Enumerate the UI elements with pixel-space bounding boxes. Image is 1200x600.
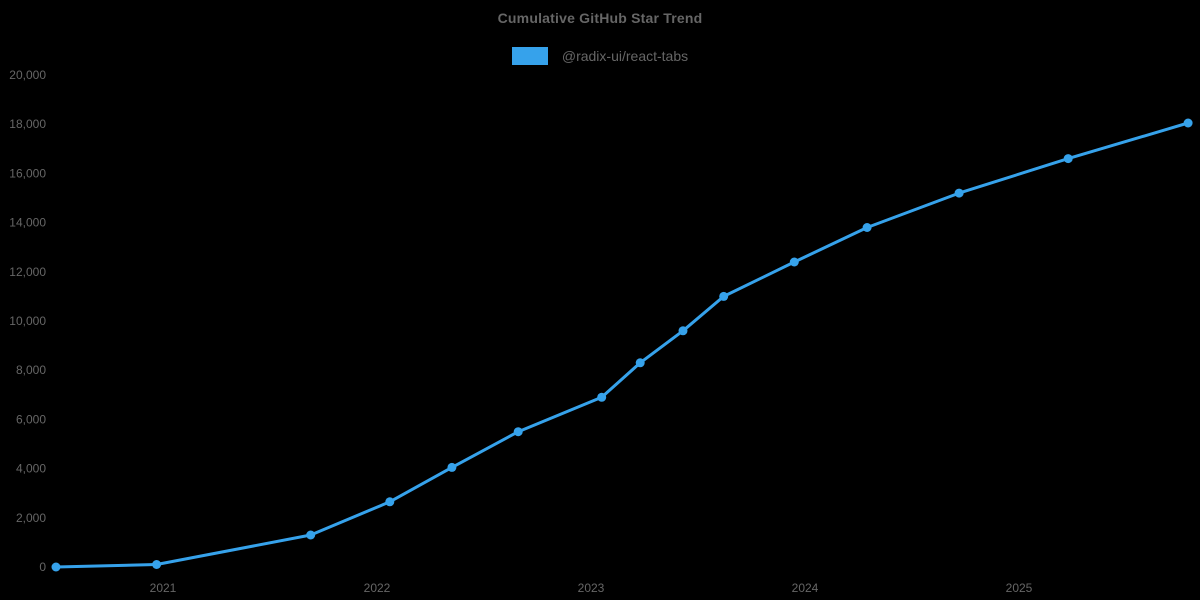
data-point[interactable]	[447, 462, 457, 472]
data-point[interactable]	[1183, 118, 1193, 128]
x-axis-tick-label: 2023	[578, 581, 605, 595]
legend-label: @radix-ui/react-tabs	[561, 48, 689, 64]
data-point[interactable]	[51, 562, 61, 572]
data-point[interactable]	[152, 560, 162, 569]
data-point[interactable]	[719, 291, 729, 301]
data-point[interactable]	[306, 530, 316, 540]
y-axis-tick-label: 18,000	[9, 117, 46, 131]
legend: @radix-ui/react-tabs	[0, 47, 1200, 65]
y-axis-tick-label: 6,000	[16, 412, 46, 426]
x-axis-tick-label: 2025	[1006, 581, 1033, 595]
x-axis-tick-label: 2022	[364, 581, 391, 595]
data-point[interactable]	[635, 358, 645, 368]
data-point[interactable]	[1063, 154, 1073, 164]
data-point[interactable]	[789, 257, 799, 267]
legend-swatch-icon	[511, 47, 548, 65]
line-series	[54, 121, 1190, 569]
y-axis-tick-label: 8,000	[16, 363, 46, 377]
data-point[interactable]	[597, 392, 607, 402]
y-axis-tick-label: 20,000	[9, 68, 46, 82]
chart-title: Cumulative GitHub Star Trend	[497, 10, 703, 26]
x-axis-tick-label: 2024	[792, 581, 819, 595]
legend-item[interactable]: @radix-ui/react-tabs	[511, 47, 689, 65]
data-point[interactable]	[513, 427, 523, 437]
y-axis-tick-label: 10,000	[9, 314, 46, 328]
data-point[interactable]	[954, 188, 964, 198]
x-axis-tick-label: 2021	[150, 581, 177, 595]
data-point[interactable]	[678, 326, 688, 336]
data-point[interactable]	[862, 223, 872, 232]
y-axis-tick-label: 14,000	[9, 216, 46, 230]
y-axis-tick-label: 0	[39, 560, 46, 574]
y-axis-tick-label: 12,000	[9, 265, 46, 279]
data-point[interactable]	[385, 497, 395, 507]
y-axis-tick-label: 4,000	[16, 462, 46, 476]
y-axis-tick-label: 16,000	[9, 166, 46, 180]
y-axis-tick-label: 2,000	[16, 511, 46, 525]
